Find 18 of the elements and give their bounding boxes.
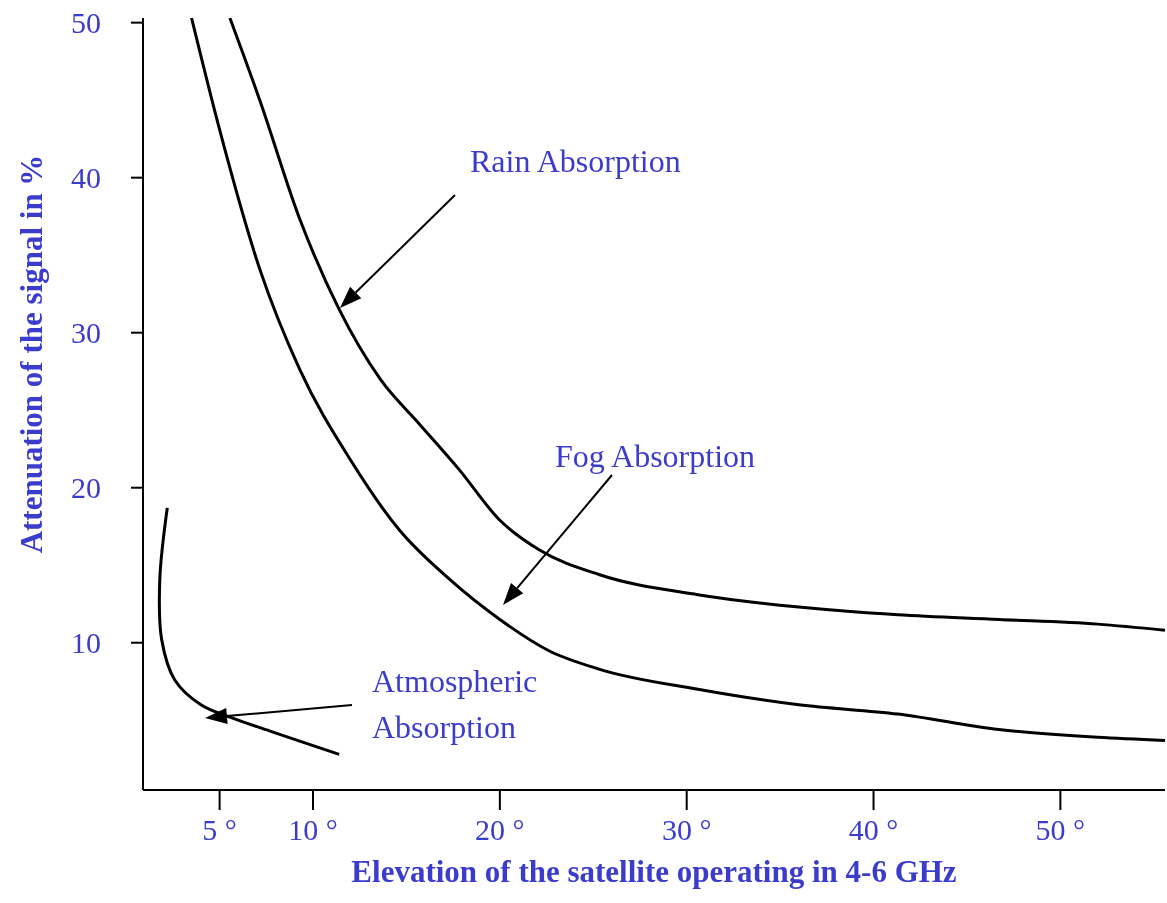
y-axis-title: Attenuation of the signal in % bbox=[14, 154, 49, 554]
x-tick-label: 5 ° bbox=[202, 813, 237, 846]
y-tick-label: 10 bbox=[71, 626, 101, 660]
y-tick-label: 30 bbox=[71, 316, 101, 350]
x-tick-label: 20 ° bbox=[475, 813, 525, 846]
x-tick-label: 50 ° bbox=[1035, 813, 1086, 846]
y-tick-label: 40 bbox=[71, 161, 101, 195]
annotation: Rain Absorption bbox=[470, 143, 681, 179]
x-tick-label: 40 ° bbox=[848, 813, 899, 846]
x-tick-label: 10 ° bbox=[288, 813, 338, 846]
annotation: Fog Absorption bbox=[555, 438, 756, 474]
y-tick-label: 20 bbox=[71, 471, 101, 505]
x-axis-title: Elevation of the satellite operating in 4-6 GHz bbox=[351, 854, 957, 889]
annotation: Atmospheric Absorption bbox=[372, 663, 538, 745]
y-tick-label: 50 bbox=[71, 6, 101, 40]
line-series bbox=[228, 18, 1165, 632]
x-tick-label: 30 ° bbox=[661, 813, 712, 846]
line-series bbox=[157, 506, 341, 756]
